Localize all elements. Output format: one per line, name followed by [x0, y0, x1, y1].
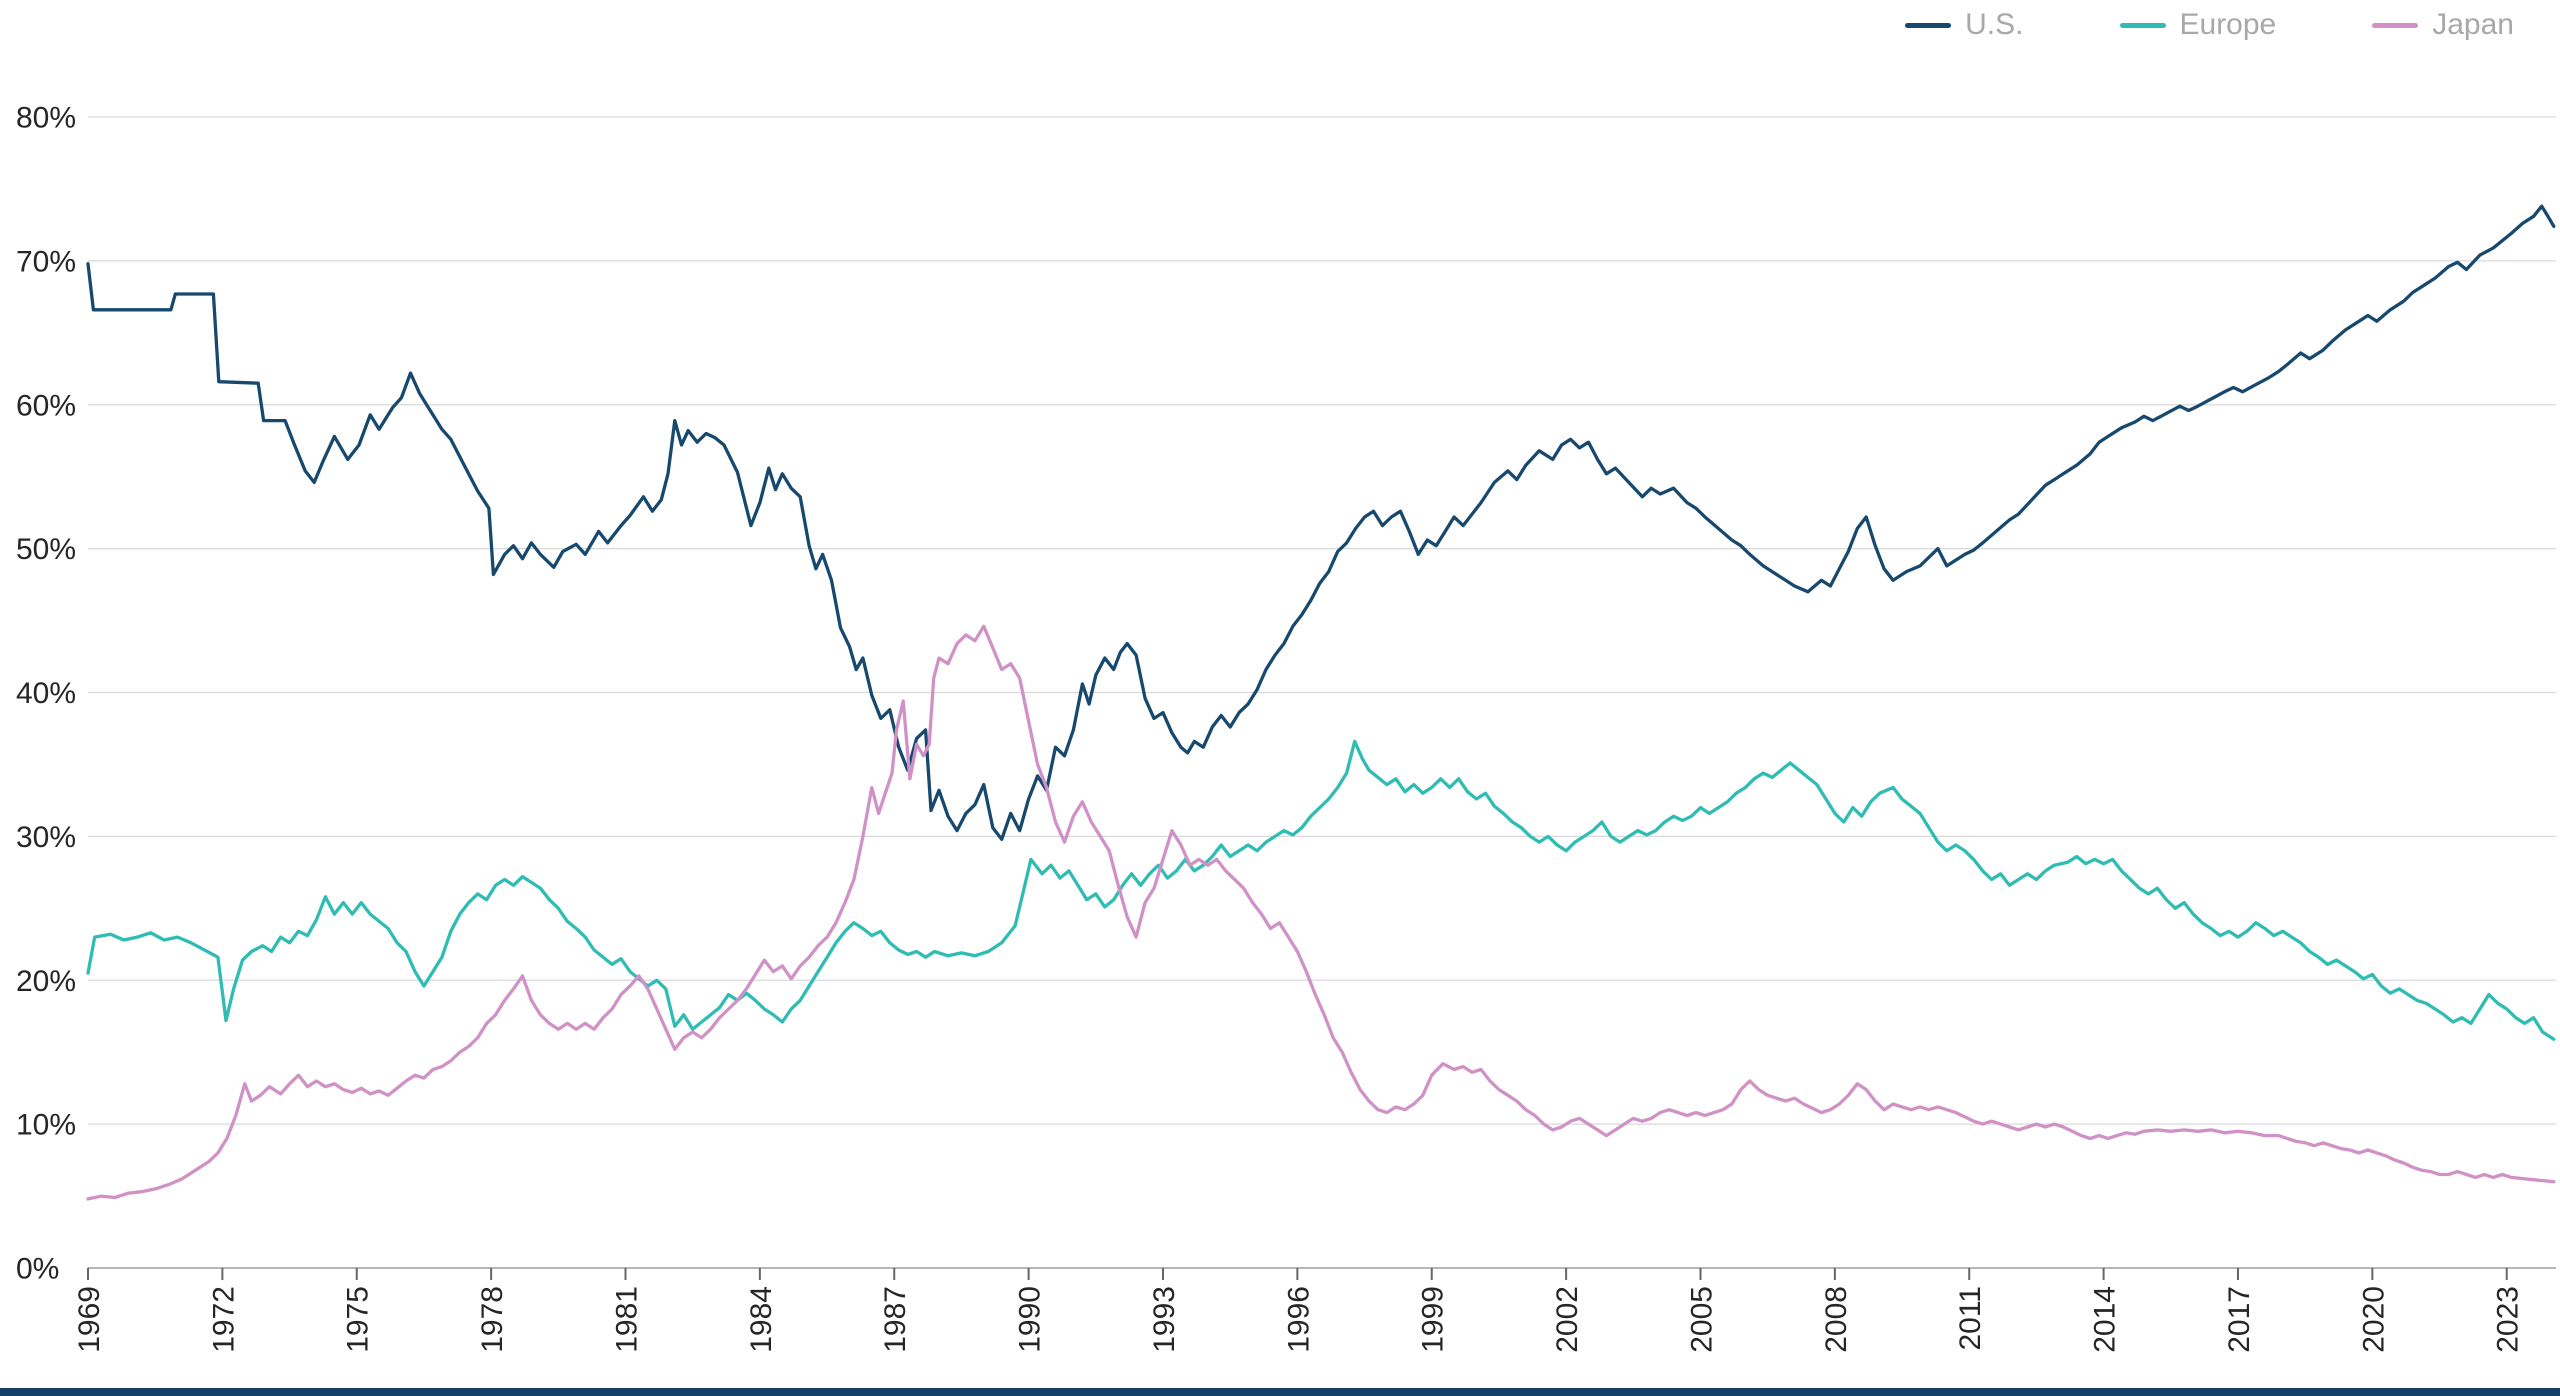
svg-text:70%: 70% [16, 245, 76, 278]
svg-text:1978: 1978 [476, 1286, 509, 1353]
svg-text:20%: 20% [16, 965, 76, 998]
svg-text:1987: 1987 [879, 1286, 912, 1353]
legend-item-europe: Europe [2119, 8, 2277, 41]
svg-text:10%: 10% [16, 1109, 76, 1142]
svg-text:2002: 2002 [1551, 1286, 1584, 1353]
svg-text:2005: 2005 [1685, 1286, 1718, 1353]
footer-edge-bar [0, 1388, 2560, 1396]
svg-text:0%: 0% [16, 1253, 59, 1286]
svg-text:1999: 1999 [1417, 1286, 1450, 1353]
legend-item-us: U.S. [1905, 8, 2024, 41]
svg-text:1996: 1996 [1282, 1286, 1315, 1353]
svg-text:1969: 1969 [73, 1286, 106, 1353]
svg-text:2008: 2008 [1820, 1286, 1853, 1353]
svg-text:40%: 40% [16, 677, 76, 710]
europe-series-line-swatch [2119, 22, 2166, 28]
svg-text:1975: 1975 [342, 1286, 375, 1353]
legend-label-us: U.S. [1965, 8, 2024, 41]
legend-item-japan: Japan [2372, 10, 2514, 40]
svg-text:2020: 2020 [2357, 1286, 2390, 1353]
svg-text:50%: 50% [16, 533, 76, 566]
svg-text:30%: 30% [16, 821, 76, 854]
svg-text:2014: 2014 [2089, 1286, 2122, 1353]
svg-text:1984: 1984 [745, 1286, 778, 1353]
legend-label-europe: Europe [2179, 8, 2277, 41]
us-series-line-swatch [1905, 22, 1952, 28]
svg-text:1993: 1993 [1148, 1286, 1181, 1353]
chart-legend: U.S. Europe Japan [1905, 10, 2514, 40]
svg-text:2023: 2023 [2492, 1286, 2525, 1353]
svg-text:1972: 1972 [207, 1286, 240, 1353]
svg-text:60%: 60% [16, 389, 76, 422]
svg-text:2017: 2017 [2223, 1286, 2256, 1353]
svg-text:2011: 2011 [1954, 1286, 1987, 1351]
svg-text:1981: 1981 [610, 1286, 643, 1353]
svg-text:1990: 1990 [1014, 1286, 1047, 1353]
japan-series-line-swatch [2372, 22, 2419, 28]
legend-label-japan: Japan [2432, 8, 2514, 41]
svg-text:80%: 80% [16, 102, 76, 135]
